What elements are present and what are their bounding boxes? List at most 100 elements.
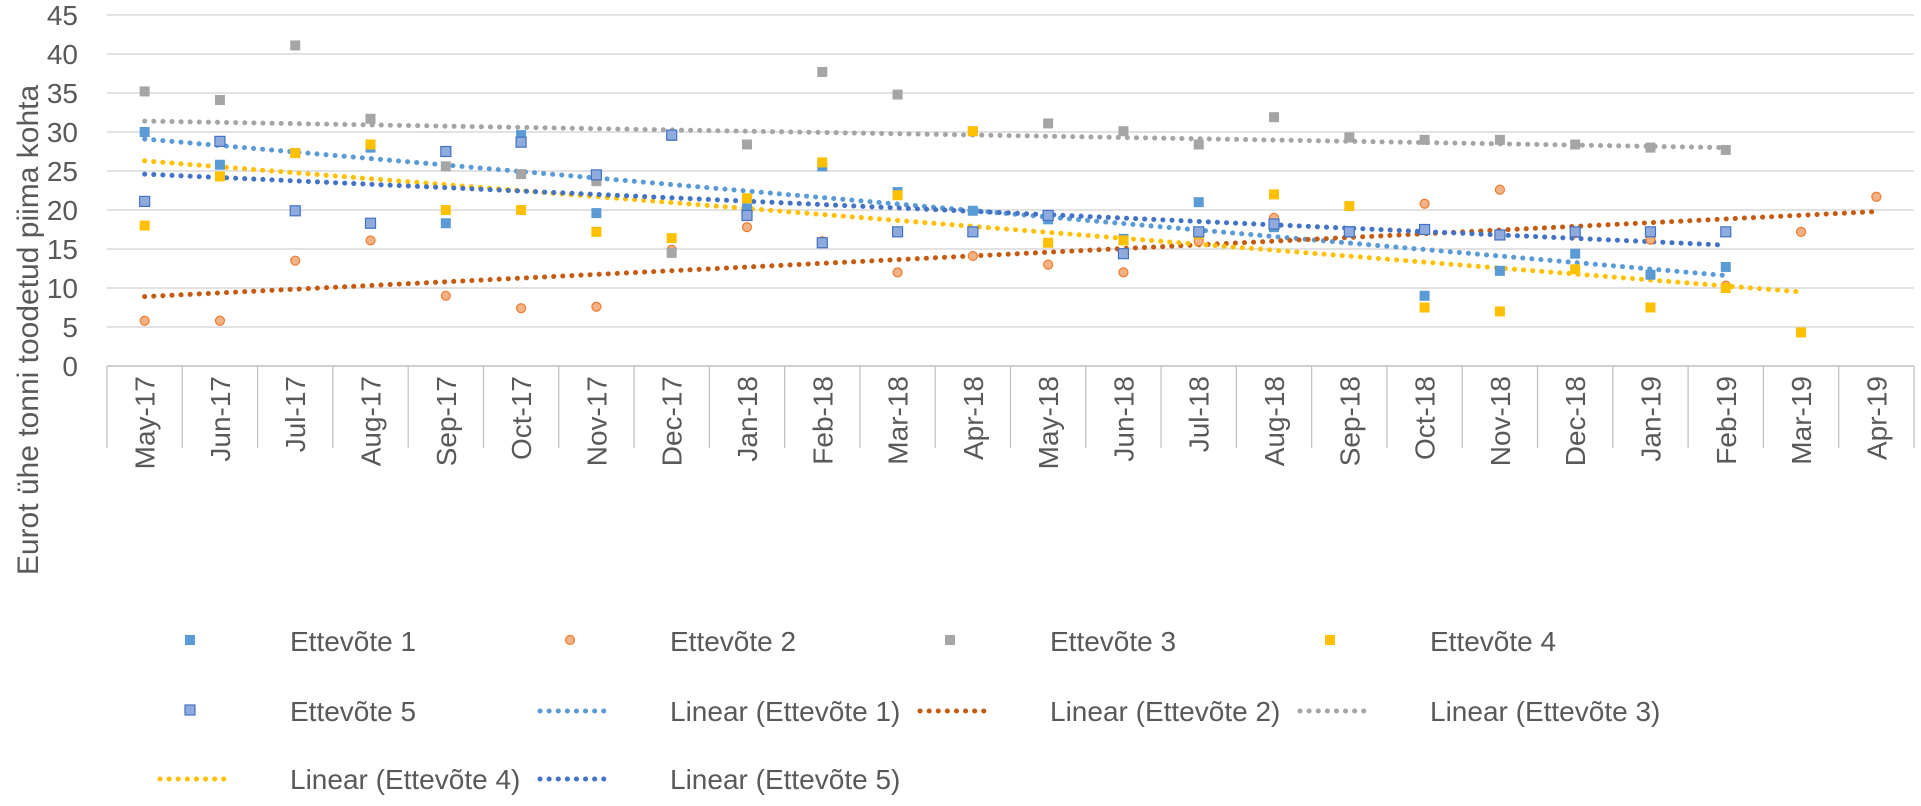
x-tick-label: Feb-19 [1711, 376, 1742, 465]
data-point [515, 136, 527, 148]
data-point [1268, 218, 1280, 230]
x-tick-label: Aug-18 [1259, 376, 1290, 466]
data-point [1570, 264, 1581, 275]
legend-label: Linear (Ettevõte 5) [670, 764, 900, 795]
data-point [1419, 134, 1430, 145]
x-tick-label: Apr-19 [1861, 376, 1892, 460]
data-point [440, 218, 451, 229]
data-point [365, 139, 376, 150]
data-point [1720, 226, 1732, 238]
data-point [1269, 112, 1280, 123]
data-point [139, 127, 150, 137]
data-point [591, 226, 602, 237]
data-points [139, 40, 1882, 338]
data-point [741, 139, 752, 150]
data-point [1494, 265, 1505, 276]
legend-label: Linear (Ettevõte 4) [290, 764, 520, 795]
legend-marker [184, 704, 196, 716]
legend-marker [945, 635, 955, 645]
y-tick-label: 10 [47, 273, 78, 304]
data-point [591, 208, 602, 219]
data-point [1118, 126, 1129, 137]
data-point [666, 233, 677, 244]
data-point [1344, 132, 1355, 143]
legend-label: Ettevõte 2 [670, 626, 796, 657]
data-point [1570, 139, 1581, 150]
data-point [967, 226, 979, 238]
data-point [365, 113, 376, 124]
data-point [1419, 198, 1430, 209]
x-tick-label: Sep-18 [1334, 376, 1365, 466]
data-point [1344, 201, 1355, 212]
data-point [1720, 283, 1731, 293]
data-point [1043, 118, 1054, 129]
data-point [290, 255, 301, 266]
data-point [892, 267, 903, 278]
trendline [142, 209, 1879, 300]
data-point [1343, 226, 1355, 238]
data-point [1419, 223, 1431, 236]
data-point [440, 205, 451, 215]
x-tick-label: May-17 [130, 376, 161, 469]
data-point [1193, 197, 1204, 208]
data-point [1118, 267, 1129, 278]
data-point [817, 66, 828, 77]
trendlines [142, 118, 1879, 300]
data-point [214, 95, 225, 106]
x-tick-label: Jul-17 [280, 376, 311, 452]
legend-label: Linear (Ettevõte 1) [670, 696, 900, 727]
x-tick-label: Jun-18 [1108, 376, 1139, 462]
x-tick-label: Apr-18 [958, 376, 989, 460]
data-point [214, 315, 226, 326]
data-point [741, 209, 753, 222]
y-tick-label: 45 [47, 0, 78, 31]
y-tick-label: 0 [62, 351, 78, 382]
data-point [290, 148, 301, 159]
y-tick-label: 40 [47, 39, 78, 70]
data-point [1570, 248, 1581, 259]
data-point [967, 205, 978, 216]
data-point [1043, 237, 1054, 248]
data-point [1645, 142, 1656, 153]
legend-marker [1325, 635, 1335, 645]
y-tick-label: 25 [47, 156, 78, 187]
x-tick-label: Jun-17 [205, 376, 236, 462]
y-axis-ticks: 0 5 10 15 20 25 30 35 40 45 [47, 0, 78, 382]
data-point [892, 89, 903, 100]
data-point [364, 217, 377, 229]
data-point [289, 205, 301, 217]
y-tick-label: 35 [47, 78, 78, 109]
x-tick-label: Dec-17 [657, 376, 688, 466]
x-tick-label: Mar-19 [1786, 376, 1817, 465]
x-tick-label: Jan-18 [732, 376, 763, 462]
data-point [891, 226, 904, 238]
data-point [591, 301, 602, 312]
y-tick-label: 15 [47, 234, 78, 265]
data-point [1117, 248, 1130, 260]
legend-marker [564, 634, 576, 646]
data-point [741, 193, 752, 204]
y-tick-label: 5 [62, 312, 78, 343]
data-point [440, 145, 452, 158]
legend-label: Ettevõte 4 [1430, 626, 1556, 657]
data-point [1118, 235, 1129, 246]
data-point [365, 235, 376, 246]
data-point [1569, 226, 1581, 238]
data-point [516, 169, 527, 180]
data-point [1419, 290, 1430, 301]
data-point [1494, 134, 1505, 145]
data-point [1494, 306, 1505, 317]
data-point [1193, 139, 1204, 150]
legend-label: Linear (Ettevõte 3) [1430, 696, 1660, 727]
legend-marker [185, 635, 195, 645]
data-point [139, 86, 150, 97]
data-point [741, 222, 753, 233]
data-point [1042, 209, 1054, 222]
y-tick-label: 30 [47, 117, 78, 148]
legend: Ettevõte 1 Ettevõte 2 Ettevõte 3 Ettevõte 4… [157, 626, 1660, 795]
data-point [590, 169, 602, 181]
data-point [214, 171, 225, 182]
x-tick-label: Feb-18 [807, 376, 838, 465]
x-tick-label: Jul-18 [1184, 376, 1215, 452]
